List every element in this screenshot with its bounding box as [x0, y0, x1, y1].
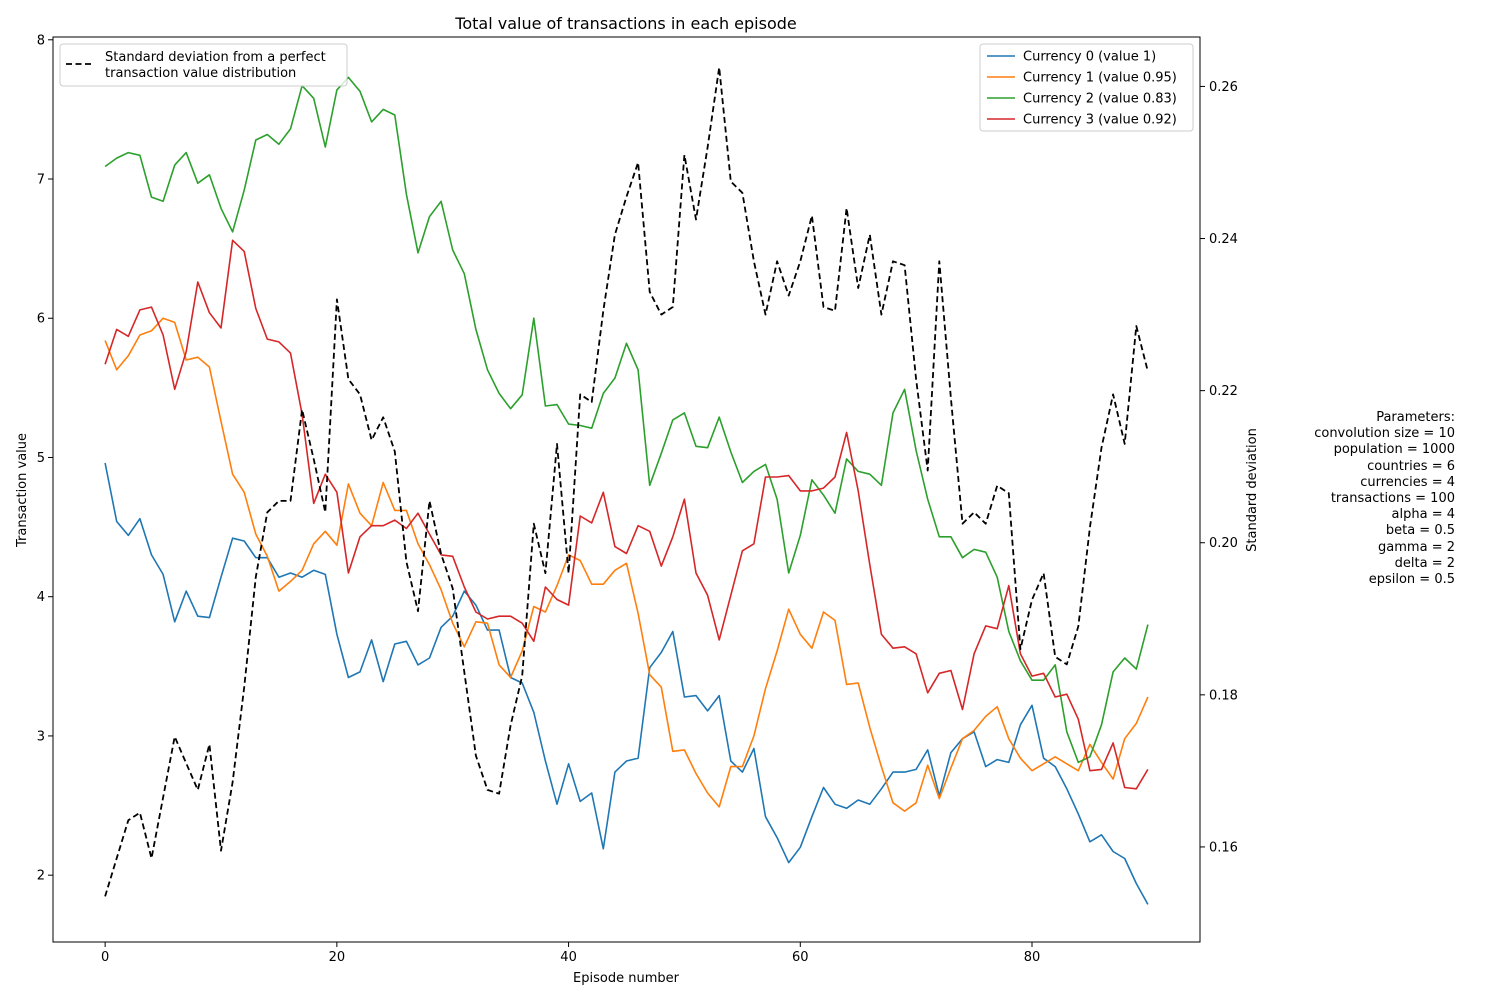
series-line-1 [104, 317, 1149, 812]
x-tick-label: 80 [1024, 950, 1041, 965]
x-axis-label: Episode number [573, 971, 680, 986]
parameter-line: beta = 0.5 [1385, 523, 1455, 539]
series-line-4 [104, 66, 1149, 897]
x-tick-label: 60 [792, 950, 809, 965]
parameter-line: transactions = 100 [1330, 491, 1455, 507]
parameter-line: epsilon = 0.5 [1368, 572, 1455, 588]
legend-label-1: Currency 1 (value 0.95) [1023, 71, 1177, 86]
plot-area [104, 66, 1149, 905]
legend-label-3: Currency 3 (value 0.92) [1023, 113, 1177, 128]
series-line-2 [104, 76, 1149, 764]
series-line-0 [104, 462, 1149, 905]
parameter-line: gamma = 2 [1378, 539, 1455, 555]
parameter-line: countries = 6 [1367, 458, 1455, 474]
chart-title: Total value of transactions in each epis… [454, 14, 796, 33]
legends: Standard deviation from a perfecttransac… [59, 43, 1194, 132]
parameter-line: Parameters: [1376, 410, 1455, 425]
x-tick-label: 0 [101, 950, 109, 965]
legend-left-box [59, 43, 348, 87]
y-tick-label: 7 [37, 173, 45, 188]
series-line-3 [104, 239, 1149, 790]
parameter-line: population = 1000 [1333, 442, 1455, 458]
y2-tick-label: 0.26 [1209, 80, 1238, 95]
axes: 0 20 40 60 80 2 3 4 5 6 7 8 0.16 0.18 0.20 0.22 0.24 0.26 [37, 33, 1238, 965]
y2-axis-label: Standard deviation [1245, 428, 1260, 552]
y-tick-label: 5 [37, 451, 45, 466]
y-tick-label: 6 [37, 312, 45, 327]
plot-frame [52, 36, 1201, 943]
y-axis-label: Transaction value [15, 433, 30, 548]
parameters-box: Parameters: convolution size = 10 populati… [1314, 410, 1455, 588]
x-tick-label: 40 [560, 950, 577, 965]
y2-tick-label: 0.24 [1209, 232, 1238, 247]
y2-tick-label: 0.18 [1209, 688, 1238, 703]
y-tick-label: 2 [37, 869, 45, 884]
legend-label-2: Currency 2 (value 0.83) [1023, 92, 1177, 107]
y2-tick-label: 0.22 [1209, 384, 1238, 399]
y-tick-label: 4 [37, 590, 45, 605]
y-tick-label: 3 [37, 729, 45, 744]
parameter-line: delta = 2 [1394, 555, 1455, 571]
x-tick-label: 20 [329, 950, 346, 965]
y2-tick-label: 0.16 [1209, 840, 1238, 855]
parameter-line: convolution size = 10 [1314, 426, 1455, 442]
parameter-line: alpha = 4 [1391, 507, 1455, 523]
legend-left-label: Standard deviation from a perfect [105, 50, 326, 65]
legend-label-0: Currency 0 (value 1) [1023, 50, 1156, 65]
parameter-line: currencies = 4 [1360, 474, 1455, 490]
legend-right-box [979, 43, 1194, 132]
y-tick-label: 8 [37, 33, 45, 48]
y2-tick-label: 0.20 [1209, 536, 1238, 551]
legend-left-label: transaction value distribution [105, 66, 296, 81]
